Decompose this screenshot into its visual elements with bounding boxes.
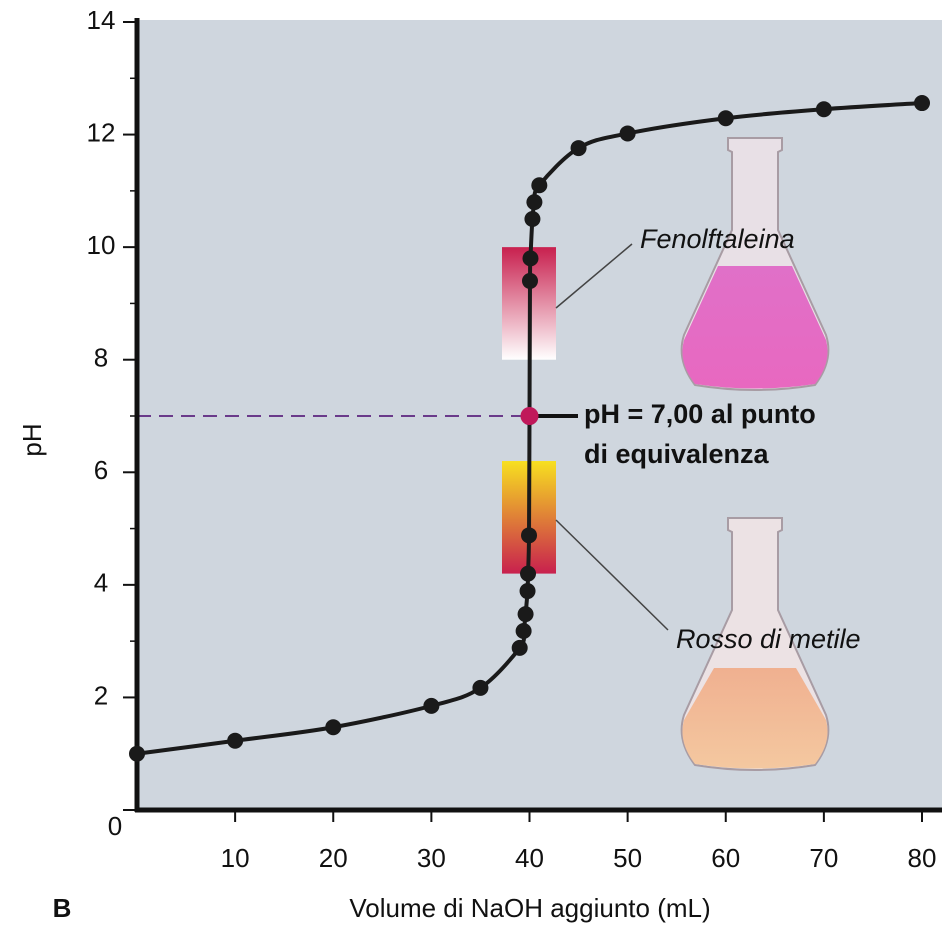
equivalence-label: pH = 7,00 al punto (584, 399, 816, 429)
data-point (423, 697, 440, 714)
flask-liquid (682, 266, 828, 389)
data-point (815, 101, 832, 118)
y-tick-label: 4 (94, 568, 108, 598)
x-tick-label: 30 (417, 843, 446, 873)
data-point (515, 623, 532, 640)
indicator-label: Rosso di metile (676, 624, 861, 654)
x-tick-label: 40 (515, 843, 544, 873)
y-tick-label: 10 (87, 230, 116, 260)
flasks (680, 137, 830, 771)
data-point (511, 639, 528, 656)
leader-line (555, 519, 669, 631)
x-tick-label: 80 (908, 843, 937, 873)
data-point (325, 719, 342, 736)
y-tick-label: 8 (94, 343, 108, 373)
data-point (521, 272, 538, 289)
equivalence-marker (520, 407, 539, 425)
data-point (717, 110, 734, 127)
data-point (914, 95, 930, 112)
data-point (472, 679, 489, 696)
x-tick-label: 20 (319, 843, 348, 873)
x-axis-label: Volume di NaOH aggiunto (mL) (349, 893, 710, 923)
data-point (524, 211, 541, 227)
x-tick-label: 70 (809, 843, 838, 873)
data-point (570, 140, 587, 157)
leader-line (555, 243, 633, 309)
data-point (531, 177, 548, 194)
equivalence-label: di equivalenza (584, 439, 770, 469)
x-tick-label: 60 (711, 843, 740, 873)
data-point (517, 606, 534, 623)
data-point (521, 527, 538, 544)
data-point (619, 125, 636, 142)
data-point (526, 194, 543, 211)
data-point (129, 745, 145, 762)
x-tick-label: 10 (221, 843, 250, 873)
indicator-label: Fenolftaleina (640, 224, 795, 254)
data-point (522, 250, 539, 267)
y-tick-label: 2 (94, 680, 108, 710)
data-point (519, 583, 536, 600)
flask-liquid (682, 668, 828, 769)
data-point (227, 732, 244, 749)
y-tick-label: 0 (108, 811, 122, 841)
y-tick-label: 12 (87, 117, 116, 147)
data-point (520, 565, 537, 582)
x-tick-label: 50 (613, 843, 642, 873)
panel-label: B (53, 893, 72, 923)
y-axis-label: pH (17, 423, 47, 456)
y-tick-label: 6 (94, 455, 108, 485)
y-tick-label: 14 (87, 5, 116, 35)
